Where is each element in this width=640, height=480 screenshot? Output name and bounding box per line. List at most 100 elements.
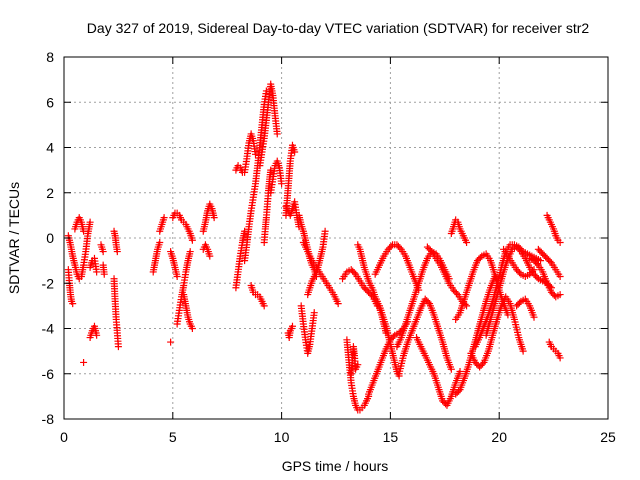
chart-title: Day 327 of 2019, Sidereal Day-to-day VTE… xyxy=(87,20,590,36)
y-tick-label: 6 xyxy=(46,94,54,110)
series-arc-27 xyxy=(282,141,299,219)
series-arc-6 xyxy=(86,254,101,276)
data-point xyxy=(188,325,196,332)
data-point xyxy=(556,239,564,247)
series-arc-29 xyxy=(284,322,296,342)
data-point xyxy=(86,218,94,226)
y-tick-label: -6 xyxy=(42,366,55,382)
data-point xyxy=(537,257,545,265)
series-arc-17 xyxy=(180,291,196,332)
data-point xyxy=(463,239,471,247)
data-point xyxy=(556,272,564,280)
data-point xyxy=(389,333,397,341)
y-tick-label: -8 xyxy=(42,411,55,427)
grid xyxy=(64,57,608,419)
data-point xyxy=(273,130,281,138)
data-point xyxy=(188,236,196,244)
data-point xyxy=(452,289,460,297)
y-tick-label: 0 xyxy=(46,230,54,246)
x-tick-label: 20 xyxy=(491,429,507,445)
series-arc-51 xyxy=(500,245,538,280)
data-point xyxy=(519,347,527,355)
data-point xyxy=(69,300,77,308)
series-arc-53 xyxy=(526,254,564,301)
data-point xyxy=(186,248,194,256)
series-arc-11 xyxy=(149,239,164,276)
series-arc-22 xyxy=(241,87,270,265)
data-point xyxy=(310,309,318,317)
series-arc-14 xyxy=(167,248,181,280)
series-arc-43 xyxy=(413,334,464,409)
y-tick-label: -4 xyxy=(42,321,55,337)
data-point xyxy=(241,227,249,235)
data-point xyxy=(350,269,358,277)
data-point xyxy=(476,254,484,262)
data-point xyxy=(321,227,329,235)
data-point xyxy=(424,298,432,306)
data-point xyxy=(447,365,455,373)
data-point xyxy=(354,361,362,369)
series-arc-26 xyxy=(267,157,286,197)
data-point xyxy=(291,148,299,156)
series-arc-55 xyxy=(543,211,564,247)
data-point xyxy=(387,242,395,250)
series-arc-39 xyxy=(376,302,403,380)
data-points xyxy=(64,80,564,414)
series-arc-4 xyxy=(80,358,88,366)
data-point xyxy=(93,268,101,276)
data-point xyxy=(80,227,88,235)
series-arc-18 xyxy=(199,200,218,235)
data-point xyxy=(530,266,538,274)
series-arc-12 xyxy=(156,214,168,235)
x-tick-label: 15 xyxy=(383,429,399,445)
data-point xyxy=(529,267,537,275)
series-arc-5 xyxy=(86,322,101,342)
data-point xyxy=(533,260,541,268)
data-point xyxy=(546,257,554,265)
x-tick-label: 5 xyxy=(169,429,177,445)
data-point xyxy=(456,367,464,375)
series-arc-20 xyxy=(232,227,249,292)
series-arc-47 xyxy=(452,250,512,323)
x-tick-label: 0 xyxy=(60,429,68,445)
data-point xyxy=(210,214,218,222)
series-arc-54 xyxy=(534,245,564,280)
data-point xyxy=(260,302,268,310)
series-arc-10 xyxy=(110,275,122,351)
series-arc-45 xyxy=(447,216,471,247)
data-point xyxy=(251,150,259,158)
data-point xyxy=(455,387,463,395)
data-point xyxy=(156,239,164,247)
series-arc-3 xyxy=(71,214,88,235)
data-point xyxy=(556,354,564,362)
series-arc-41 xyxy=(395,295,455,378)
data-point xyxy=(160,214,168,222)
series-arc-56 xyxy=(545,338,564,362)
data-point xyxy=(173,272,181,280)
y-tick-label: 2 xyxy=(46,185,54,201)
series-arc-31 xyxy=(297,302,318,357)
data-point xyxy=(167,338,175,346)
data-point xyxy=(396,244,404,252)
data-point xyxy=(114,343,122,351)
data-point xyxy=(93,331,101,339)
data-point xyxy=(479,360,487,368)
data-point xyxy=(516,246,524,254)
series-arc-9 xyxy=(110,227,121,256)
series-arc-15 xyxy=(169,209,196,244)
series-arc-8 xyxy=(99,261,108,278)
series-arc-21 xyxy=(232,130,259,176)
data-point xyxy=(267,166,275,174)
data-point xyxy=(206,252,214,260)
axis-ticks: 0 5 10 15 20 25 -8 -6 -4 -2 0 2 4 6 8 xyxy=(42,49,616,445)
y-axis-label: SDTVAR / TECUs xyxy=(6,182,22,294)
data-point xyxy=(516,269,524,277)
series-arc-52 xyxy=(513,295,538,321)
data-point xyxy=(278,180,286,188)
data-point xyxy=(556,291,564,299)
y-tick-label: 4 xyxy=(46,140,54,156)
data-point xyxy=(426,246,434,254)
series-arc-23 xyxy=(247,282,268,310)
